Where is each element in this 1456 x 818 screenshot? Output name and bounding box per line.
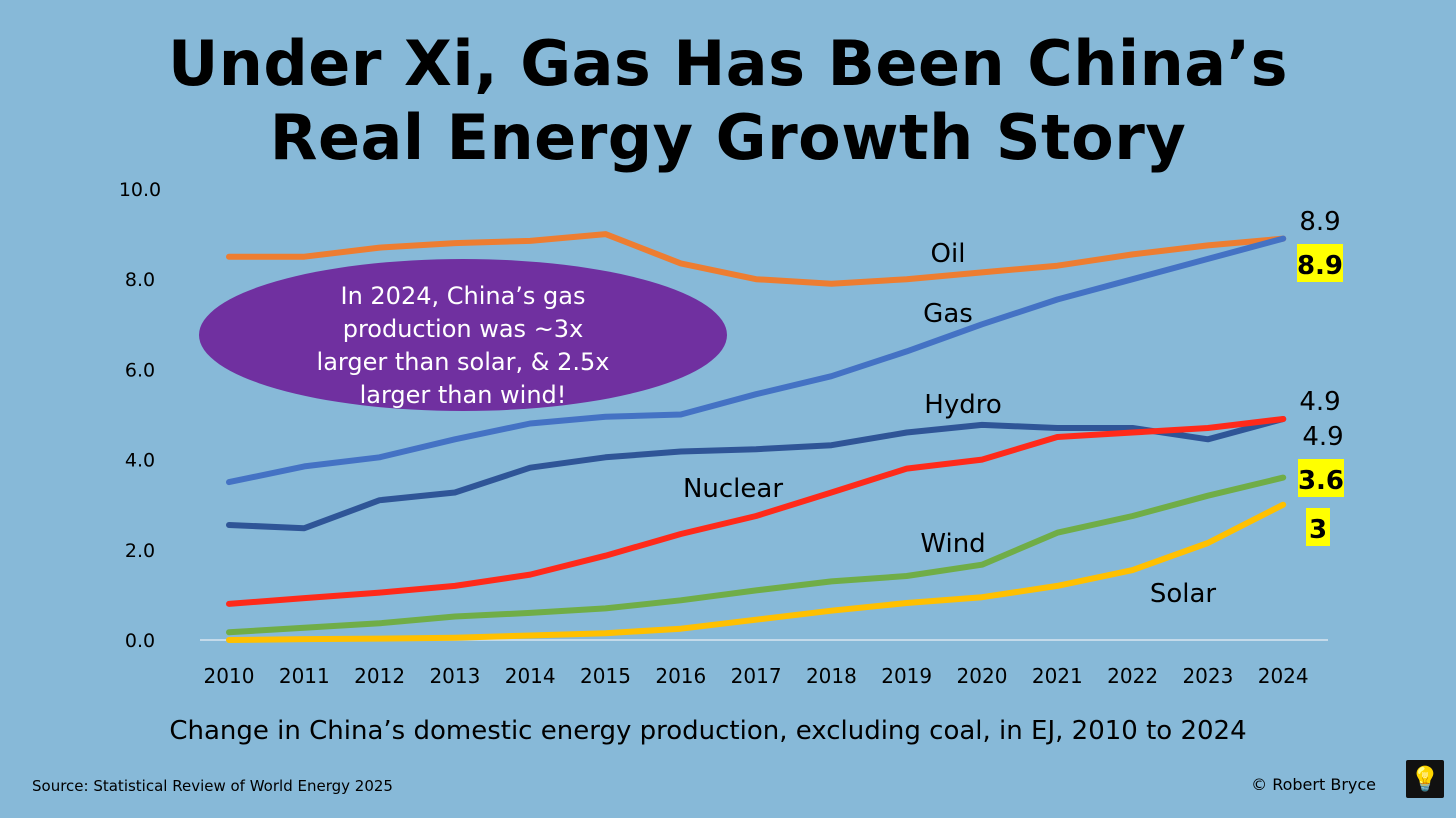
- end-value-label: 8.9: [1297, 251, 1343, 281]
- end-value-label: 3.6: [1298, 466, 1344, 496]
- x-tick-label: 2020: [957, 664, 1008, 688]
- x-tick-label: 2014: [505, 664, 556, 688]
- end-value-highlight: [1297, 244, 1343, 282]
- x-tick-label: 2010: [204, 664, 255, 688]
- series-label-wind: Wind: [920, 529, 985, 559]
- x-tick-label: 2022: [1107, 664, 1158, 688]
- x-tick-label: 2012: [354, 664, 405, 688]
- x-tick-label: 2011: [279, 664, 330, 688]
- series-line-hydro: [226, 416, 1287, 532]
- x-tick-label: 2016: [655, 664, 706, 688]
- x-tick-label: 2017: [731, 664, 782, 688]
- series-label-nuclear: Nuclear: [683, 474, 783, 504]
- series-line-gas: [226, 235, 1287, 486]
- callout-text: larger than solar, & 2.5x: [317, 348, 610, 376]
- x-tick-label: 2019: [881, 664, 932, 688]
- series-line-nuclear: [226, 416, 1287, 607]
- title-line-2: Real Energy Growth Story: [269, 101, 1187, 174]
- series-line-wind: [226, 474, 1287, 636]
- end-value-label: 4.9: [1302, 422, 1343, 452]
- end-value-label: 4.9: [1299, 387, 1340, 417]
- end-value-label: 8.9: [1299, 207, 1340, 237]
- series-label-hydro: Hydro: [924, 390, 1001, 420]
- end-value-label: 3: [1309, 515, 1327, 545]
- series-line-solar: [226, 501, 1287, 643]
- y-tick-label: 6.0: [125, 359, 155, 381]
- x-tick-label: 2018: [806, 664, 857, 688]
- callout-ellipse: [199, 259, 727, 411]
- callout-text: production was ~3x: [343, 315, 584, 343]
- x-tick-label: 2021: [1032, 664, 1083, 688]
- x-tick-label: 2015: [580, 664, 631, 688]
- series-label-gas: Gas: [923, 299, 973, 329]
- series-line-oil: [226, 231, 1287, 287]
- y-tick-label: 0.0: [125, 630, 155, 652]
- source-note: Source: Statistical Review of World Ener…: [32, 777, 393, 795]
- series-label-oil: Oil: [931, 239, 966, 269]
- chart-subtitle: Change in China’s domestic energy produc…: [169, 716, 1247, 746]
- end-value-highlight: [1298, 459, 1344, 497]
- lightbulb-icon: 💡: [1406, 760, 1444, 798]
- callout-text: In 2024, China’s gas: [340, 282, 585, 310]
- x-tick-label: 2013: [429, 664, 480, 688]
- y-tick-label: 4.0: [125, 450, 155, 472]
- copyright-note: © Robert Bryce: [1251, 775, 1376, 794]
- callout-text: larger than wind!: [360, 381, 567, 409]
- end-value-highlight: [1306, 508, 1330, 546]
- x-tick-label: 2024: [1258, 664, 1309, 688]
- y-tick-label: 2.0: [125, 540, 155, 562]
- x-tick-label: 2023: [1182, 664, 1233, 688]
- y-tick-label: 10.0: [119, 179, 161, 201]
- title-line-1: Under Xi, Gas Has Been China’s: [167, 27, 1289, 100]
- series-label-solar: Solar: [1150, 579, 1217, 609]
- y-tick-label: 8.0: [125, 269, 155, 291]
